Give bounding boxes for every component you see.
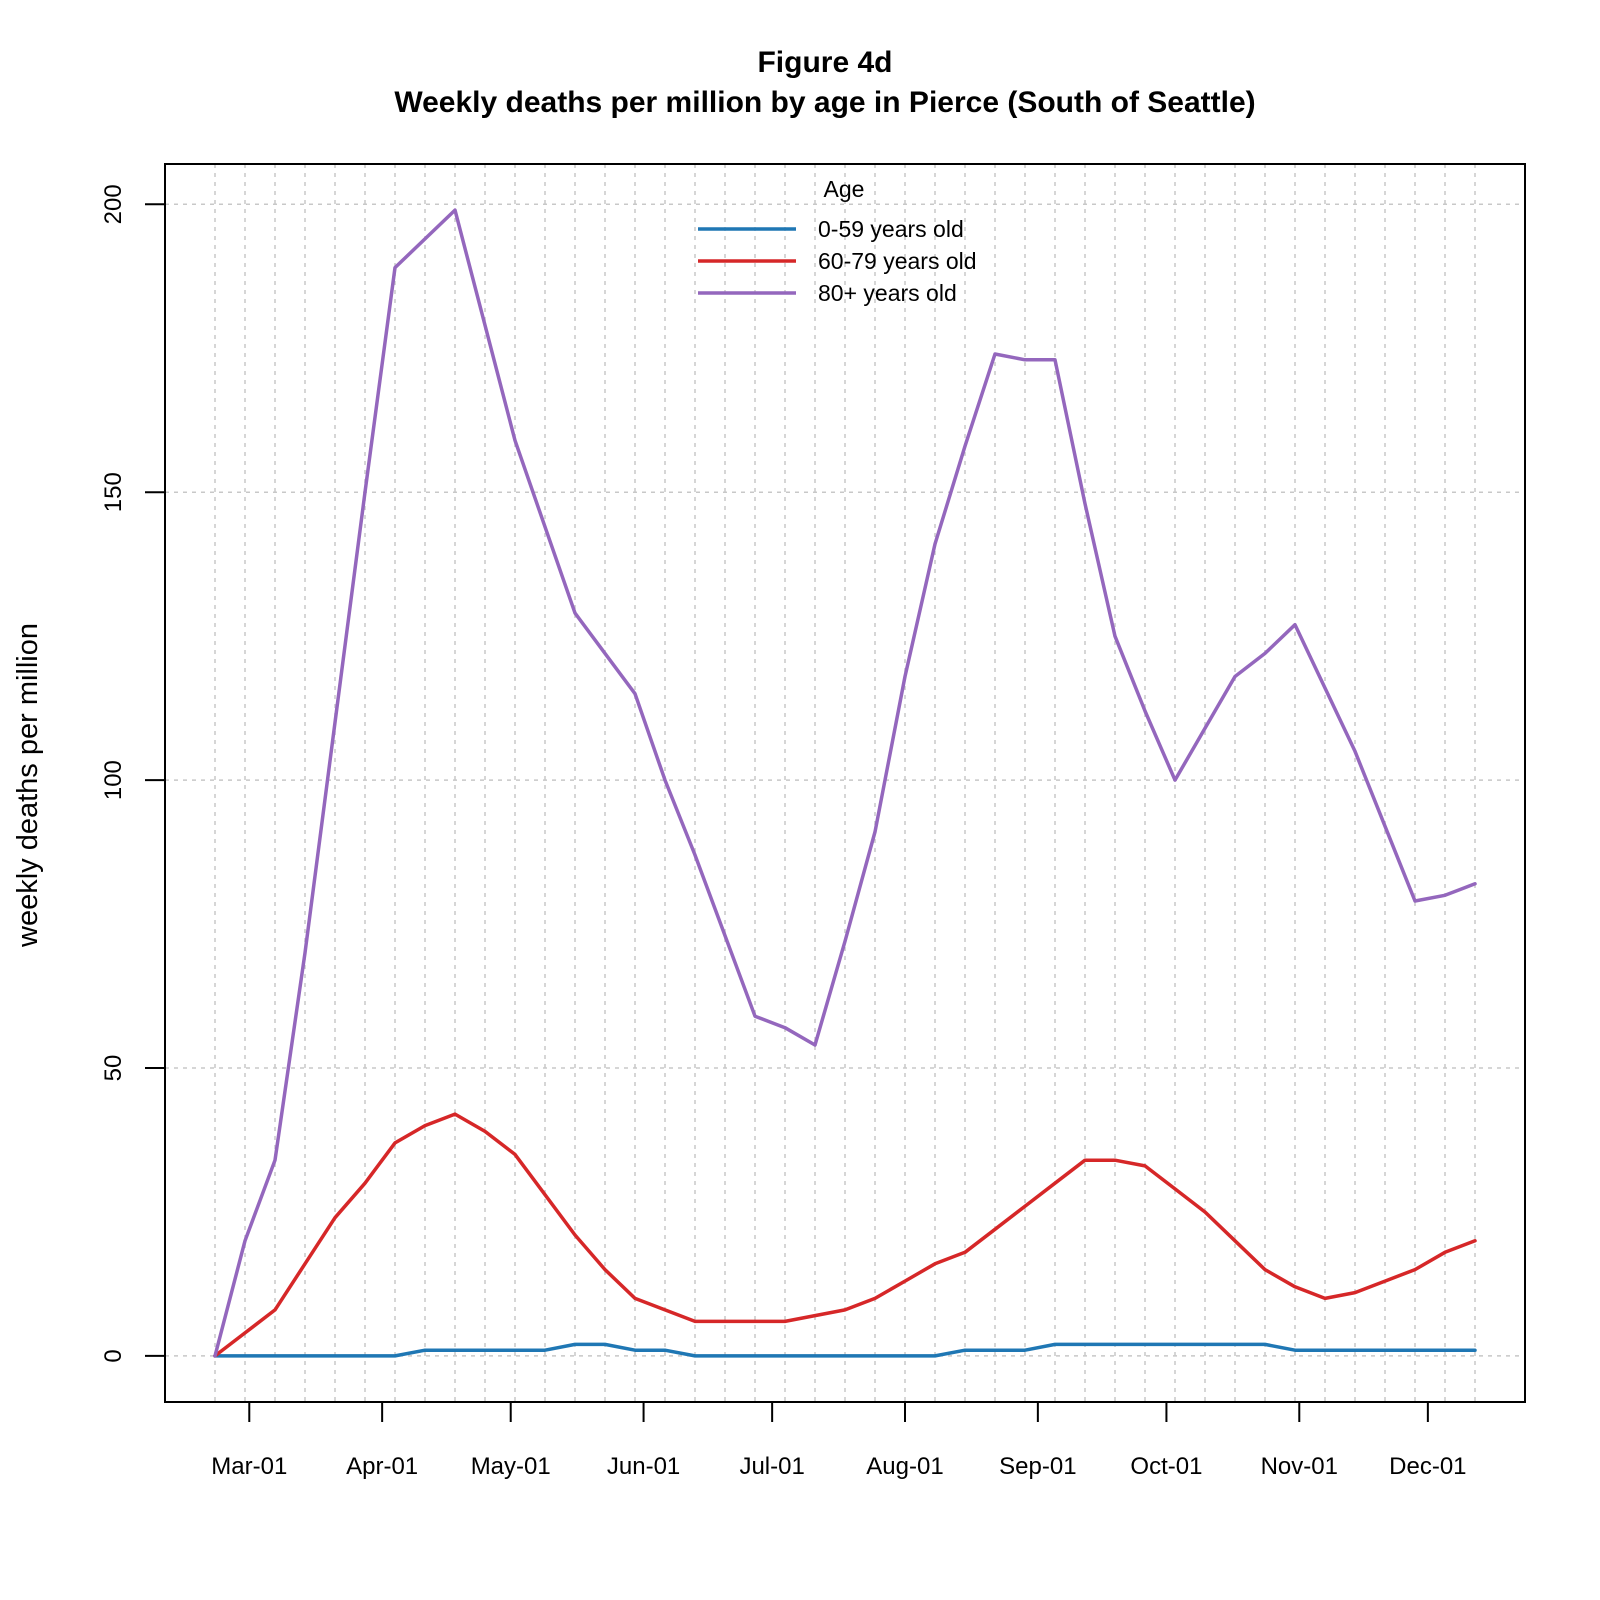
plot-frame	[164, 163, 1526, 1403]
legend: Age 0-59 years old 60-79 years old 80+ yea…	[698, 176, 977, 306]
x-tick-label: May-01	[471, 1453, 551, 1480]
legend-title: Age	[824, 176, 865, 202]
x-tick-label: Jul-01	[739, 1453, 804, 1480]
legend-label: 0-59 years old	[818, 216, 964, 242]
legend-label: 80+ years old	[818, 280, 957, 306]
chart-title: Figure 4d	[757, 46, 892, 79]
y-tick-label: 200	[100, 184, 127, 224]
series-line-60-79-years-old	[213, 1112, 1477, 1358]
x-tick-label: Dec-01	[1389, 1453, 1466, 1480]
y-tick-label: 50	[100, 1055, 127, 1082]
y-tick-label: 150	[100, 472, 127, 512]
series-line-0-59-years-old	[213, 1342, 1477, 1358]
x-tick-label: Apr-01	[346, 1453, 418, 1480]
legend-label: 60-79 years old	[818, 248, 977, 274]
y-axis: 0 50 100 150 200	[100, 184, 166, 1363]
x-tick-label: Oct-01	[1130, 1453, 1202, 1480]
series-line-80-years-old	[213, 208, 1477, 1358]
series-lines	[213, 208, 1477, 1358]
x-tick-label: Jun-01	[607, 1453, 680, 1480]
chart-subtitle: Weekly deaths per million by age in Pier…	[394, 86, 1255, 119]
y-tick-label: 0	[100, 1349, 127, 1362]
x-tick-label: Nov-01	[1261, 1453, 1338, 1480]
x-tick-label: Aug-01	[866, 1453, 943, 1480]
grid	[165, 164, 1525, 1402]
x-axis: Mar-01 Apr-01 May-01 Jun-01 Jul-01 Aug-01 Sep-…	[211, 1401, 1467, 1480]
y-tick-label: 100	[100, 760, 127, 800]
y-axis-label: weekly deaths per million	[12, 623, 44, 948]
x-tick-label: Sep-01	[999, 1453, 1076, 1480]
x-tick-label: Mar-01	[211, 1453, 287, 1480]
